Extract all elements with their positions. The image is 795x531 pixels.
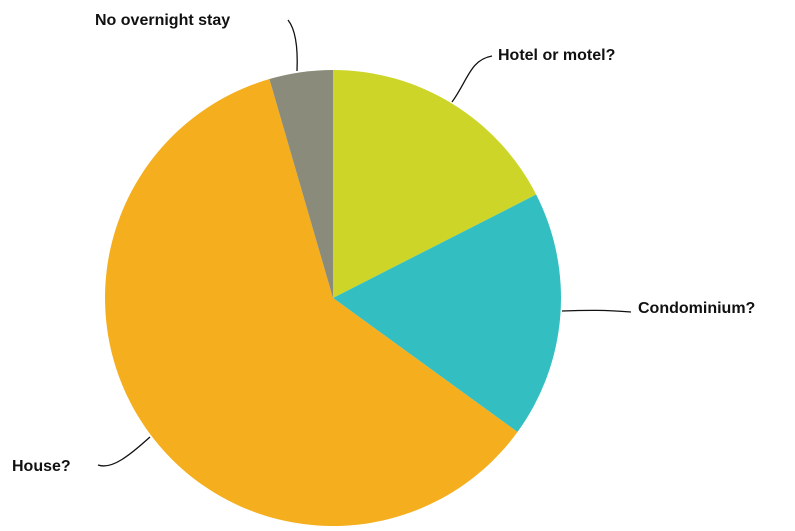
slice-label-condominium: Condominium? — [638, 300, 755, 317]
leader-line-condominium — [561, 309, 632, 313]
pie-slice-hotel-or-motel — [333, 70, 537, 298]
labels-layer: Hotel or motel? Condominium? House? No over… — [12, 12, 755, 475]
pie-slice-no-overnight-stay — [269, 70, 333, 298]
leader-line-no-overnight-stay — [287, 19, 298, 72]
leader-line-house — [97, 436, 151, 467]
slice-label-no-overnight-stay: No overnight stay — [95, 12, 230, 29]
slices-layer — [105, 70, 562, 526]
pie-slice-house — [105, 79, 518, 526]
leader-line-hotel-or-motel — [451, 55, 493, 103]
pie-slice-condominium — [333, 194, 562, 433]
leader-lines-layer — [97, 19, 632, 467]
slice-label-hotel-or-motel: Hotel or motel? — [498, 47, 615, 64]
slice-label-house: House? — [12, 458, 71, 475]
